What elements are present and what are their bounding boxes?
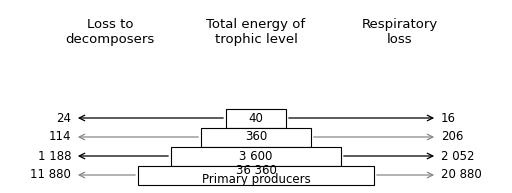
Text: 206: 206	[441, 130, 463, 144]
Text: 36 360: 36 360	[236, 164, 276, 178]
Text: 16: 16	[441, 112, 456, 124]
Text: Respiratory
loss: Respiratory loss	[362, 18, 438, 46]
Text: 3 600: 3 600	[239, 150, 273, 163]
Text: Loss to
decomposers: Loss to decomposers	[66, 18, 155, 46]
Text: 114: 114	[49, 130, 71, 144]
Text: 2 052: 2 052	[441, 150, 475, 163]
Text: Primary producers: Primary producers	[202, 174, 310, 186]
Text: Total energy of
trophic level: Total energy of trophic level	[206, 18, 306, 46]
Bar	[201, 128, 311, 146]
Text: 1 188: 1 188	[37, 150, 71, 163]
Text: 360: 360	[245, 130, 267, 144]
Text: 11 880: 11 880	[30, 168, 71, 181]
Text: 24: 24	[56, 112, 71, 124]
Text: 20 880: 20 880	[441, 168, 482, 181]
Bar	[171, 146, 341, 166]
Bar	[226, 108, 286, 128]
Bar	[138, 166, 374, 185]
Text: 40: 40	[248, 112, 264, 124]
